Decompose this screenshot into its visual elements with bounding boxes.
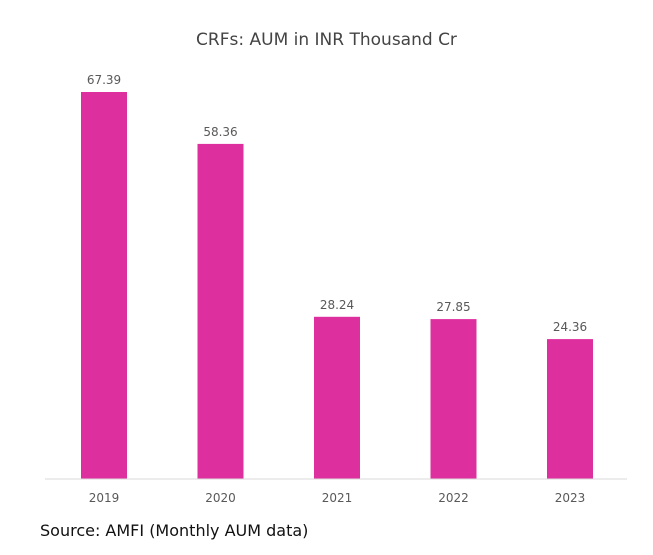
data-labels-layer: 67.39 58.36 28.24 27.85 24.36: [87, 73, 587, 334]
data-label-2019: 67.39: [87, 73, 121, 87]
data-label-2023: 24.36: [553, 320, 587, 334]
x-tick-label-2022: 2022: [438, 491, 469, 505]
source-note: Source: AMFI (Monthly AUM data): [40, 521, 309, 540]
x-tick-labels-layer: 2019 2020 2021 2022 2023: [89, 491, 586, 505]
x-tick-label-2021: 2021: [322, 491, 353, 505]
bar-2020: [197, 143, 244, 479]
x-tick-label-2023: 2023: [555, 491, 586, 505]
bar-2019: [81, 92, 127, 479]
x-tick-label-2019: 2019: [89, 491, 120, 505]
data-label-2021: 28.24: [320, 298, 354, 312]
chart-title: CRFs: AUM in INR Thousand Cr: [196, 30, 457, 50]
bar-2023: [547, 339, 593, 479]
bar-2021: [314, 316, 360, 479]
bars-layer: [81, 92, 593, 479]
data-label-2022: 27.85: [436, 300, 470, 314]
data-label-2020: 58.36: [203, 125, 237, 139]
bar-2022: [430, 319, 477, 479]
x-tick-label-2020: 2020: [205, 491, 236, 505]
